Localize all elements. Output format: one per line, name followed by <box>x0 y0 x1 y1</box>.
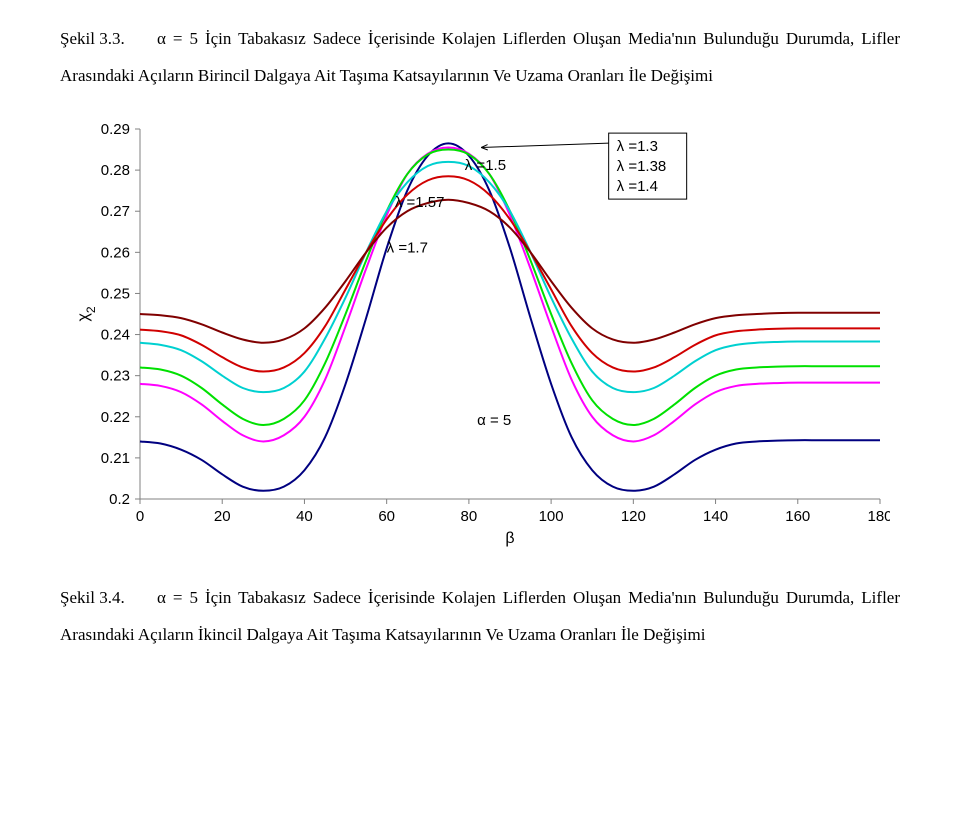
page-root: Şekil 3.3. α = 5 İçin Tabakasız Sadece İ… <box>0 0 960 833</box>
legend-label: λ =1.38 <box>617 158 667 175</box>
figure-label-top: Şekil 3.3. <box>60 20 150 57</box>
series-label: λ =1.7 <box>387 239 428 256</box>
svg-text:180: 180 <box>867 508 890 525</box>
svg-text:0.2: 0.2 <box>109 491 130 508</box>
svg-text:120: 120 <box>621 508 646 525</box>
series-line <box>140 162 880 392</box>
chi2-chart: 0 20 40 60 80 100 120 140 160 180 0.2 0.21 0.22 0.23 0… <box>70 119 890 549</box>
svg-text:20: 20 <box>214 508 231 525</box>
svg-text:0.21: 0.21 <box>101 450 130 467</box>
legend-label: λ =1.3 <box>617 138 658 155</box>
svg-text:0.28: 0.28 <box>101 162 130 179</box>
alpha-label: α = 5 <box>477 412 511 429</box>
svg-text:80: 80 <box>461 508 478 525</box>
svg-text:60: 60 <box>378 508 395 525</box>
chart-svg: 0 20 40 60 80 100 120 140 160 180 0.2 0.21 0.22 0.23 0… <box>70 119 890 549</box>
svg-text:140: 140 <box>703 508 728 525</box>
svg-text:160: 160 <box>785 508 810 525</box>
svg-text:β: β <box>505 530 514 547</box>
svg-text:100: 100 <box>539 508 564 525</box>
svg-text:0.22: 0.22 <box>101 409 130 426</box>
svg-text:0.23: 0.23 <box>101 367 130 384</box>
figure-label-bottom: Şekil 3.4. <box>60 579 150 616</box>
svg-text:0.25: 0.25 <box>101 285 130 302</box>
legend-label: λ =1.4 <box>617 178 658 195</box>
series-line <box>140 147 880 441</box>
svg-text:0.27: 0.27 <box>101 203 130 220</box>
caption-body-bottom: α = 5 İçin Tabakasız Sadece İçerisinde K… <box>60 588 900 644</box>
caption-bottom: Şekil 3.4. α = 5 İçin Tabakasız Sadece İ… <box>60 579 900 654</box>
series-label: λ =1.5 <box>465 157 506 174</box>
svg-text:0.24: 0.24 <box>101 326 130 343</box>
svg-text:χ2: χ2 <box>75 306 98 321</box>
svg-text:0: 0 <box>136 508 144 525</box>
svg-text:0.29: 0.29 <box>101 121 130 138</box>
svg-text:0.26: 0.26 <box>101 244 130 261</box>
series-label: λ =1.57 <box>395 194 445 211</box>
caption-body-top: α = 5 İçin Tabakasız Sadece İçerisinde K… <box>60 29 900 85</box>
caption-top: Şekil 3.3. α = 5 İçin Tabakasız Sadece İ… <box>60 20 900 95</box>
svg-text:40: 40 <box>296 508 313 525</box>
